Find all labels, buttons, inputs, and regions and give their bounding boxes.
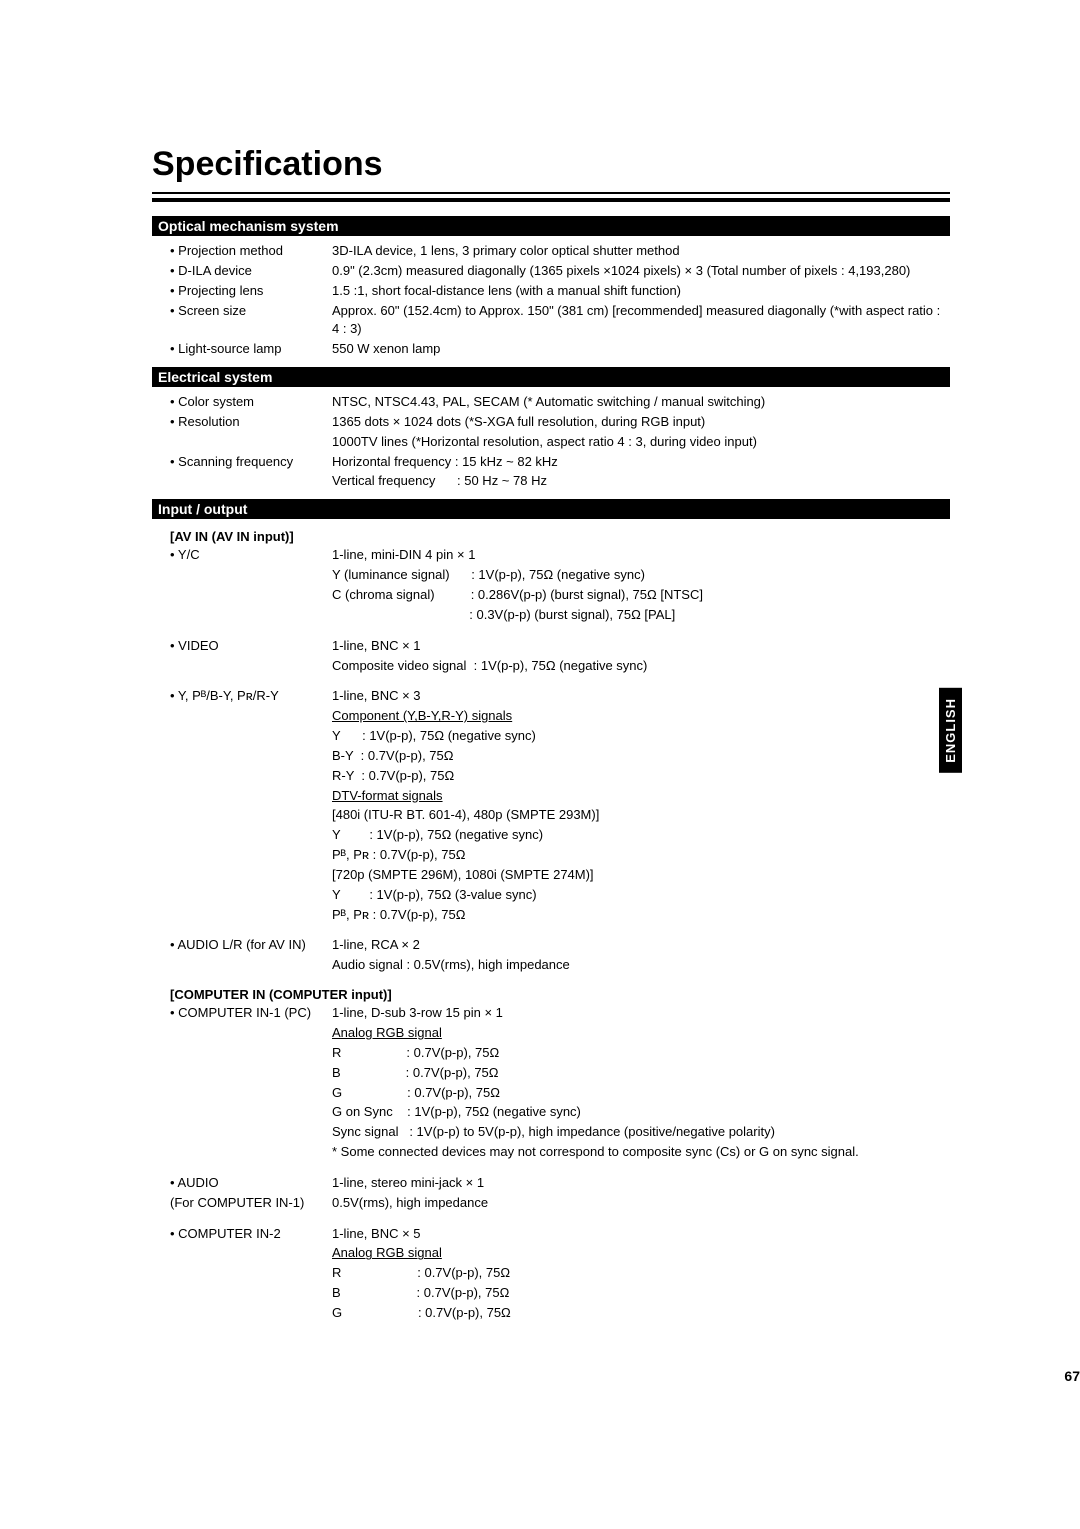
spec-value: 1365 dots × 1024 dots (*S-XGA full resol… <box>332 413 950 432</box>
spec-label: • Y/C <box>152 546 332 565</box>
spec-value: B : 0.7V(p-p), 75Ω <box>332 1064 950 1083</box>
spec-label: • Scanning frequency <box>152 453 332 472</box>
spec-subheading: Component (Y,B-Y,R-Y) signals <box>332 708 512 723</box>
spec-subheading: Analog RGB signal <box>332 1245 442 1260</box>
io-subheader-computerin: [COMPUTER IN (COMPUTER input)] <box>152 987 950 1002</box>
spec-label: • Y, Pᴮ/B-Y, Pʀ/R-Y <box>152 687 332 706</box>
spec-value: R : 0.7V(p-p), 75Ω <box>332 1264 950 1283</box>
spec-value: * Some connected devices may not corresp… <box>332 1143 950 1162</box>
spec-label: • Color system <box>152 393 332 412</box>
spec-value: Y : 1V(p-p), 75Ω (3-value sync) <box>332 886 950 905</box>
spec-label: • Resolution <box>152 413 332 432</box>
spec-label: • Light-source lamp <box>152 340 332 359</box>
spec-value: NTSC, NTSC4.43, PAL, SECAM (* Automatic … <box>332 393 950 412</box>
spec-value: 3D-ILA device, 1 lens, 3 primary color o… <box>332 242 950 261</box>
spec-value: G : 0.7V(p-p), 75Ω <box>332 1304 950 1323</box>
spec-value: 550 W xenon lamp <box>332 340 950 359</box>
page-number: 67 <box>1064 1368 1080 1384</box>
spec-label: • AUDIO L/R (for AV IN) <box>152 936 332 955</box>
spec-value: 1-line, D-sub 3-row 15 pin × 1 <box>332 1004 950 1023</box>
spec-value: 1.5 :1, short focal-distance lens (with … <box>332 282 950 301</box>
spec-value: Y (luminance signal) : 1V(p-p), 75Ω (neg… <box>332 566 950 585</box>
page-title: Specifications <box>152 145 950 194</box>
section-optical-header: Optical mechanism system <box>152 216 950 236</box>
spec-label: (For COMPUTER IN-1) <box>152 1194 332 1213</box>
spec-value: [480i (ITU-R BT. 601-4), 480p (SMPTE 293… <box>332 806 950 825</box>
spec-value: Composite video signal : 1V(p-p), 75Ω (n… <box>332 657 950 676</box>
spec-value: 1-line, stereo mini-jack × 1 <box>332 1174 950 1193</box>
spec-value: 1-line, RCA × 2 <box>332 936 950 955</box>
spec-label: • COMPUTER IN-2 <box>152 1225 332 1244</box>
spec-value: 0.5V(rms), high impedance <box>332 1194 950 1213</box>
spec-value: Approx. 60" (152.4cm) to Approx. 150" (3… <box>332 302 950 340</box>
language-tab: ENGLISH <box>939 688 962 773</box>
spec-label: • D-ILA device <box>152 262 332 281</box>
spec-label: • AUDIO <box>152 1174 332 1193</box>
spec-value: B-Y : 0.7V(p-p), 75Ω <box>332 747 950 766</box>
spec-value: [720p (SMPTE 296M), 1080i (SMPTE 274M)] <box>332 866 950 885</box>
spec-value: R : 0.7V(p-p), 75Ω <box>332 1044 950 1063</box>
spec-subheading: Analog RGB signal <box>332 1025 442 1040</box>
title-rule <box>152 198 950 202</box>
spec-value: : 0.3V(p-p) (burst signal), 75Ω [PAL] <box>332 606 950 625</box>
spec-value: G : 0.7V(p-p), 75Ω <box>332 1084 950 1103</box>
spec-value: Sync signal : 1V(p-p) to 5V(p-p), high i… <box>332 1123 950 1142</box>
spec-label: • Projection method <box>152 242 332 261</box>
spec-label: • Screen size <box>152 302 332 340</box>
spec-label: • COMPUTER IN-1 (PC) <box>152 1004 332 1023</box>
spec-value: Audio signal : 0.5V(rms), high impedance <box>332 956 950 975</box>
spec-value: R-Y : 0.7V(p-p), 75Ω <box>332 767 950 786</box>
spec-value: C (chroma signal) : 0.286V(p-p) (burst s… <box>332 586 950 605</box>
spec-value: G on Sync : 1V(p-p), 75Ω (negative sync) <box>332 1103 950 1122</box>
spec-value: Pᴮ, Pʀ : 0.7V(p-p), 75Ω <box>332 846 950 865</box>
spec-value: 1-line, BNC × 5 <box>332 1225 950 1244</box>
spec-value: B : 0.7V(p-p), 75Ω <box>332 1284 950 1303</box>
spec-value: 1-line, BNC × 3 <box>332 687 950 706</box>
spec-value: Vertical frequency : 50 Hz ~ 78 Hz <box>332 472 950 491</box>
io-subheader-avin: [AV IN (AV IN input)] <box>152 529 950 544</box>
spec-value: Y : 1V(p-p), 75Ω (negative sync) <box>332 826 950 845</box>
spec-label: • Projecting lens <box>152 282 332 301</box>
spec-value: 1-line, mini-DIN 4 pin × 1 <box>332 546 950 565</box>
section-io-header: Input / output <box>152 499 950 519</box>
spec-subheading: DTV-format signals <box>332 788 443 803</box>
spec-value: 0.9" (2.3cm) measured diagonally (1365 p… <box>332 262 950 281</box>
section-electrical-header: Electrical system <box>152 367 950 387</box>
spec-label: • VIDEO <box>152 637 332 656</box>
spec-value: 1-line, BNC × 1 <box>332 637 950 656</box>
spec-value: Y : 1V(p-p), 75Ω (negative sync) <box>332 727 950 746</box>
spec-value: 1000TV lines (*Horizontal resolution, as… <box>332 433 950 452</box>
spec-value: Pᴮ, Pʀ : 0.7V(p-p), 75Ω <box>332 906 950 925</box>
spec-value: Horizontal frequency : 15 kHz ~ 82 kHz <box>332 453 950 472</box>
